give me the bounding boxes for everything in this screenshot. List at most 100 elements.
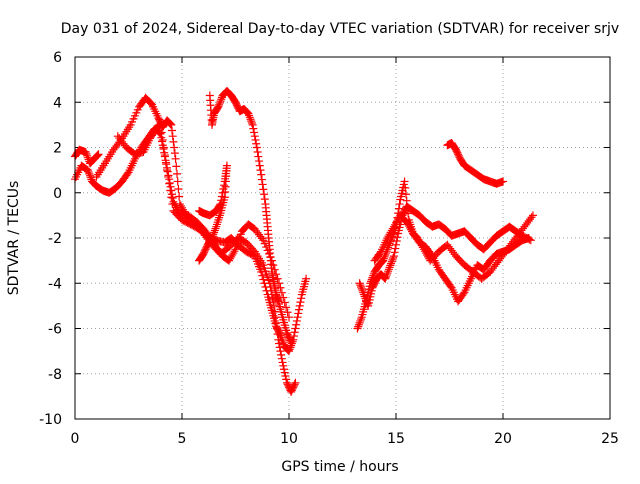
- data-point-interp: [168, 126, 177, 135]
- data-point-interp: [174, 184, 183, 193]
- data-point-interp: [394, 204, 403, 213]
- data-point-interp: [290, 380, 299, 389]
- data-point: [381, 274, 390, 283]
- data-point-interp: [282, 303, 291, 312]
- data-point-interp: [93, 151, 102, 160]
- data-point-interp: [382, 272, 391, 281]
- data-point: [291, 378, 300, 387]
- data-point-interp: [220, 181, 229, 190]
- x-tick-label: 15: [387, 431, 405, 447]
- data-point-interp: [217, 95, 226, 104]
- data-point-interp: [390, 248, 399, 257]
- data-point-interp: [249, 124, 258, 133]
- data-point-interp: [259, 275, 268, 284]
- data-point-interp: [257, 175, 266, 184]
- data-point-interp: [291, 324, 300, 333]
- y-tick-label: 0: [53, 186, 62, 202]
- data-point: [528, 211, 537, 220]
- data-point-interp: [170, 143, 179, 152]
- data-point-interp: [292, 316, 301, 325]
- y-axis-label: SDTVAR / TECUs: [6, 181, 22, 296]
- data-point-interp: [84, 168, 93, 177]
- data-point-interp: [388, 255, 397, 264]
- data-point-interp: [165, 119, 174, 128]
- data-point-interp: [165, 178, 174, 187]
- data-point-interp: [256, 166, 265, 175]
- data-point-interp: [247, 118, 256, 127]
- y-tick-label: -8: [48, 367, 62, 383]
- data-point-interp: [269, 298, 278, 307]
- data-point: [195, 256, 204, 265]
- data-point: [359, 290, 368, 299]
- data-point-interp: [363, 299, 372, 308]
- data-point-interp: [383, 269, 392, 278]
- data-point-interp: [296, 298, 305, 307]
- data-point-interp: [163, 167, 172, 176]
- data-point-interp: [255, 161, 264, 170]
- data-point-interp: [257, 234, 266, 243]
- data-point-interp: [255, 157, 264, 166]
- y-tick-label: -2: [48, 231, 62, 247]
- x-tick-label: 10: [280, 431, 298, 447]
- data-point-interp: [210, 228, 219, 237]
- y-tick-label: -10: [39, 412, 62, 428]
- data-point: [355, 279, 364, 288]
- y-tick-label: 6: [53, 50, 62, 66]
- x-tick-label: 20: [494, 431, 512, 447]
- data-point-interp: [251, 135, 260, 144]
- data-point-interp: [527, 213, 536, 222]
- data-point-interp: [384, 267, 393, 276]
- data-point-interp: [158, 137, 167, 146]
- data-point: [83, 166, 92, 175]
- data-point-interp: [168, 194, 177, 203]
- data-point-interp: [290, 328, 299, 337]
- data-point-interp: [163, 163, 172, 172]
- data-point-interp: [245, 113, 254, 122]
- data-point-interp: [82, 149, 91, 158]
- data-point: [302, 274, 311, 283]
- data-point-interp: [175, 192, 184, 201]
- data-point-interp: [259, 185, 268, 194]
- data-point-interp: [279, 361, 288, 370]
- series-2: [92, 93, 300, 396]
- series-3: [113, 125, 293, 322]
- data-point-interp: [294, 309, 303, 318]
- data-point-interp: [173, 169, 182, 178]
- data-point-interp: [164, 171, 173, 180]
- data-point: [278, 358, 287, 367]
- data-point-interp: [356, 281, 365, 290]
- data-point-interp: [260, 239, 269, 248]
- data-point-interp: [392, 240, 400, 249]
- plot-frame: [74, 56, 611, 420]
- data-point-interp: [83, 153, 92, 162]
- data-point-interp: [170, 149, 179, 158]
- data-point-interp: [195, 255, 204, 264]
- data-point-interp: [280, 365, 289, 374]
- x-tick-label: 5: [178, 431, 187, 447]
- data-point-interp: [281, 372, 290, 381]
- data-point-interp: [297, 294, 306, 303]
- data-point-interp: [230, 247, 239, 256]
- series-8: [370, 211, 533, 306]
- data-point-interp: [85, 169, 94, 178]
- data-point-interp: [158, 141, 167, 150]
- data-point-interp: [253, 148, 262, 157]
- data-point-interp: [173, 177, 182, 186]
- data-point-interp: [216, 97, 225, 106]
- data-point-interp: [380, 252, 389, 261]
- data-point-interp: [210, 226, 219, 235]
- data-point-interp: [280, 368, 289, 377]
- data-point-interp: [292, 320, 301, 329]
- data-point-interp: [260, 190, 269, 199]
- data-point: [287, 338, 296, 347]
- data-point-interp: [357, 284, 366, 293]
- data-point: [167, 120, 176, 129]
- data-point-interp: [168, 190, 177, 199]
- series-9: [443, 138, 507, 188]
- data-point: [165, 175, 174, 184]
- data-point-interp: [277, 335, 286, 344]
- data-point-interp: [389, 253, 398, 262]
- x-tick-label: 0: [71, 431, 80, 447]
- series-4: [205, 86, 296, 347]
